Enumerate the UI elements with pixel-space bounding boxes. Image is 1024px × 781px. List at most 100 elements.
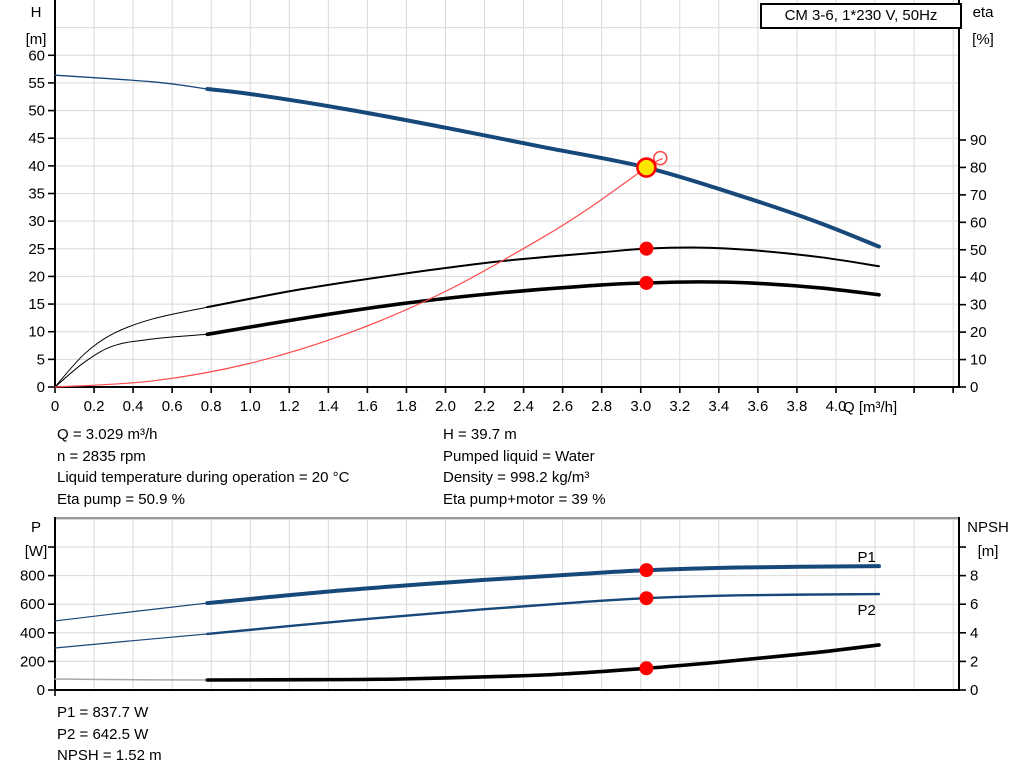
left-axis-tick-label: 55 xyxy=(28,75,45,92)
left-axis-tick-label: 0 xyxy=(37,682,45,699)
x-axis-tick-label: 3.6 xyxy=(747,398,768,415)
p-axis-unit-line2: [W] xyxy=(24,543,48,560)
right-axis-tick-label: 30 xyxy=(970,297,987,314)
eta-pump-motor-curve-thin xyxy=(54,333,208,388)
p-axis-unit-line1: P xyxy=(30,519,41,536)
pump-curve xyxy=(205,87,881,249)
x-axis-tick-label: 1.2 xyxy=(279,398,300,415)
operating-data-left: Q = 3.029 m³/h n = 2835 rpm Liquid tempe… xyxy=(57,424,349,510)
x-axis-tick-label: 3.4 xyxy=(708,398,729,415)
right-axis-tick-label: 0 xyxy=(970,682,978,699)
x-axis-tick-label: 1.4 xyxy=(318,398,339,415)
eta-pump-curve-thin xyxy=(54,306,208,388)
right-axis-tick-label: 40 xyxy=(970,269,987,286)
head-efficiency-chart: 0 5 10 15 20 25 30 35 40 45 50 55 60 0 10 20 30 40 50 60 70 8… xyxy=(28,0,987,415)
pump-model-title: CM 3-6, 1*230 V, 50Hz xyxy=(760,3,962,29)
system-curve xyxy=(54,158,663,388)
left-axis-tick-label: 20 xyxy=(28,268,45,285)
npsh-point xyxy=(639,661,654,676)
plot-area[interactable] xyxy=(55,517,959,690)
h-axis-unit-line1: H xyxy=(30,4,42,21)
x-axis-tick-label: 0.2 xyxy=(84,398,105,415)
npsh-axis-unit-line2: [m] xyxy=(977,543,999,560)
x-axis-tick-label: 3.2 xyxy=(669,398,690,415)
x-axis-tick-label: 1.6 xyxy=(357,398,378,415)
gridlines xyxy=(55,517,959,690)
pumped-liquid-value: Pumped liquid = Water xyxy=(443,447,595,465)
x-axis-tick-label: 2.6 xyxy=(552,398,573,415)
eta-axis-unit-line2: [%] xyxy=(972,31,994,48)
left-axis-tick-label: 400 xyxy=(20,625,45,642)
left-axis-tick-label: 5 xyxy=(37,351,45,368)
power-data-block: P1 = 837.7 W P2 = 642.5 W NPSH = 1.52 m xyxy=(57,702,162,767)
pump-curve-thin xyxy=(54,74,208,90)
right-axis-tick-label: 10 xyxy=(970,352,987,369)
x-axis-tick-label: 2.8 xyxy=(591,398,612,415)
density-value: Density = 998.2 kg/m³ xyxy=(443,469,590,486)
left-axis-tick-label: 200 xyxy=(20,653,45,670)
x-axis-tick-label: 0.8 xyxy=(201,398,222,415)
series-label-p1: P1 xyxy=(857,549,875,566)
p2-point xyxy=(639,591,654,606)
x-axis-tick-label: 3.8 xyxy=(787,398,808,415)
x-axis-tick-label: 1.0 xyxy=(240,398,261,415)
left-axis-tick-label: 800 xyxy=(20,568,45,585)
p1-curve-thin xyxy=(54,602,208,622)
duty-point[interactable] xyxy=(636,157,657,178)
right-axis-tick-label: 80 xyxy=(970,159,987,176)
p1-point xyxy=(639,563,654,578)
p2-curve xyxy=(206,592,881,636)
series-label-p2: P2 xyxy=(857,602,875,619)
p1-value: P1 = 837.7 W xyxy=(57,704,149,721)
left-axis-tick-label: 45 xyxy=(28,130,45,147)
npsh-curve xyxy=(205,643,881,682)
eta-pump-motor-value: Eta pump+motor = 39 % xyxy=(443,490,606,508)
left-axis-tick-label: 40 xyxy=(28,158,45,175)
q-axis-label: Q [m³/h] xyxy=(843,399,898,416)
x-axis-tick-label: 2.2 xyxy=(474,398,495,415)
right-axis-tick-label: 4 xyxy=(970,625,978,642)
left-axis-tick-label: 15 xyxy=(28,296,45,313)
left-axis-tick-label: 25 xyxy=(28,241,45,258)
liquid-temp-value: Liquid temperature during operation = 20… xyxy=(57,469,350,486)
right-axis-tick-label: 20 xyxy=(970,324,987,341)
gridlines xyxy=(55,0,959,387)
eta-pump-point xyxy=(639,241,654,256)
x-axis-tick-label: 2.4 xyxy=(513,398,534,415)
eta-pump-motor-curve xyxy=(205,280,881,337)
p2-curve-thin xyxy=(54,633,208,649)
right-axis-tick-label: 2 xyxy=(970,653,978,670)
right-axis-tick-label: 60 xyxy=(970,214,987,231)
power-npsh-chart: 0 200 400 600 800 0 2 4 6 8 P1 P2 xyxy=(20,517,978,699)
npsh-axis-unit-line1: NPSH xyxy=(967,519,1009,536)
right-axis-tick-label: 8 xyxy=(970,568,978,585)
x-axis-tick-label: 0 xyxy=(51,398,59,415)
left-axis-tick-label: 35 xyxy=(28,186,45,203)
right-axis-tick-label: 50 xyxy=(970,242,987,259)
npsh-value: NPSH = 1.52 m xyxy=(57,747,162,764)
right-axis-tick-label: 6 xyxy=(970,596,978,613)
operating-data-right: H = 39.7 m Pumped liquid = Water Density… xyxy=(443,424,606,510)
x-axis-tick-label: 1.8 xyxy=(396,398,417,415)
x-axis-tick-label: 2.0 xyxy=(435,398,456,415)
eta-pump-curve xyxy=(206,246,880,309)
p1-curve xyxy=(205,564,881,606)
eta-pump-motor-point xyxy=(639,275,654,290)
flow-value: Q = 3.029 m³/h xyxy=(57,426,158,443)
left-axis-tick-label: 50 xyxy=(28,103,45,120)
right-axis-tick-label: 0 xyxy=(970,379,978,396)
left-axis-tick-label: 10 xyxy=(28,324,45,341)
left-axis-tick-label: 60 xyxy=(28,47,45,64)
x-axis-tick-label: 0.4 xyxy=(123,398,144,415)
right-axis-tick-label: 70 xyxy=(970,187,987,204)
x-axis-tick-label: 4.0 xyxy=(826,398,847,415)
x-axis-tick-label: 3.0 xyxy=(630,398,651,415)
x-axis-tick-label: 0.6 xyxy=(162,398,183,415)
left-axis-tick-label: 0 xyxy=(37,379,45,396)
right-axis-tick-label: 90 xyxy=(970,132,987,149)
eta-axis-unit-line1: eta xyxy=(972,4,994,21)
npsh-curve-thin xyxy=(54,678,209,681)
p2-value: P2 = 642.5 W xyxy=(57,725,149,743)
left-axis-tick-label: 600 xyxy=(20,596,45,613)
